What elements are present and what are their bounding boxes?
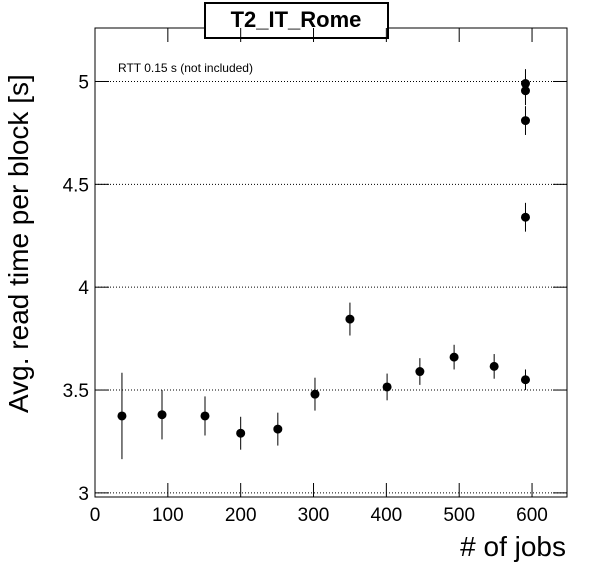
data-point [520, 375, 530, 385]
data-point [310, 389, 320, 399]
data-point [520, 79, 530, 89]
y-tick-label: 4 [78, 278, 89, 299]
x-tick-label: 100 [152, 505, 184, 526]
chart-title: T2_IT_Rome [231, 7, 362, 32]
data-point [520, 116, 530, 126]
title-box [204, 2, 389, 39]
data-point [489, 361, 499, 371]
data-point [382, 382, 392, 392]
data-point [157, 410, 167, 420]
data-point [449, 352, 459, 362]
x-tick-label: 600 [516, 505, 548, 526]
y-tick-label: 3.5 [63, 381, 89, 402]
y-axis-label: Avg. read time per block [s] [3, 74, 34, 413]
x-axis-label: # of jobs [460, 531, 566, 562]
data-point [117, 411, 127, 421]
data-point [236, 428, 246, 438]
data-point [200, 411, 210, 421]
x-tick-label: 500 [443, 505, 475, 526]
plot-frame [94, 27, 568, 498]
data-point [520, 212, 530, 222]
x-tick-label: 0 [90, 505, 101, 526]
data-point [345, 314, 355, 324]
x-tick-label: 400 [371, 505, 403, 526]
annotation: RTT 0.15 s (not included) [118, 61, 253, 75]
y-tick-label: 5 [78, 72, 89, 93]
data-point [415, 367, 425, 377]
data-point [273, 424, 283, 434]
x-tick-label: 300 [298, 505, 330, 526]
x-tick-label: 200 [225, 505, 257, 526]
y-tick-label: 4.5 [63, 175, 89, 196]
y-tick-label: 3 [78, 484, 89, 505]
